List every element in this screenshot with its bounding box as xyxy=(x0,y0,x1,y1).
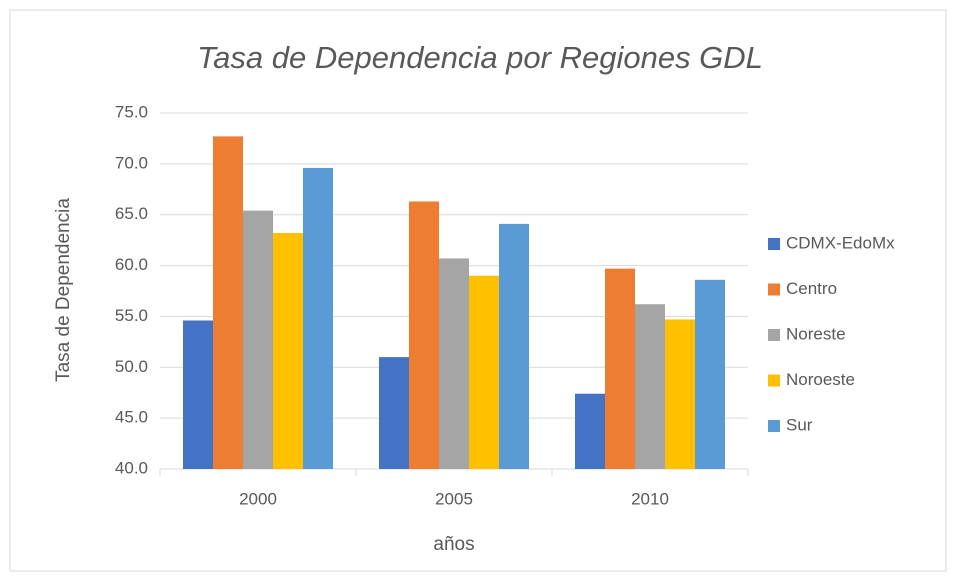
legend-label: Centro xyxy=(786,279,837,298)
bar xyxy=(605,268,635,469)
bar xyxy=(665,319,695,469)
legend-swatch xyxy=(768,374,780,387)
legend-swatch xyxy=(768,238,780,250)
legend-label: Noreste xyxy=(786,324,846,343)
bar xyxy=(243,210,273,469)
bar xyxy=(379,357,409,469)
y-tick-label: 50.0 xyxy=(115,357,148,376)
legend-label: Noroeste xyxy=(786,370,855,389)
bar xyxy=(303,167,333,469)
bar xyxy=(183,320,213,469)
x-tick-label: 2005 xyxy=(435,489,473,508)
bar xyxy=(575,393,605,469)
y-tick-label: 40.0 xyxy=(115,458,148,477)
y-tick-label: 75.0 xyxy=(115,102,148,121)
bar xyxy=(499,223,529,469)
legend-swatch xyxy=(768,329,780,341)
legend-swatch xyxy=(768,283,780,296)
bar xyxy=(439,258,469,469)
y-tick-label: 60.0 xyxy=(115,255,148,274)
chart-title: Tasa de Dependencia por Regiones GDL xyxy=(197,40,763,75)
y-axis-title: Tasa de Dependencia xyxy=(53,198,74,382)
bar xyxy=(469,275,499,469)
bar xyxy=(213,136,243,469)
y-tick-label: 70.0 xyxy=(115,153,148,172)
bar xyxy=(695,279,725,469)
bar xyxy=(635,304,665,469)
y-tick-label: 45.0 xyxy=(115,408,148,427)
x-tick-label: 2010 xyxy=(631,489,669,508)
x-tick-label: 2000 xyxy=(239,489,277,508)
bar xyxy=(273,233,303,469)
legend-label: Sur xyxy=(786,415,813,434)
legend-swatch xyxy=(768,420,780,432)
x-axis-title: años xyxy=(433,534,474,555)
y-tick-label: 55.0 xyxy=(115,306,148,325)
legend-label: CDMX-EdoMx xyxy=(786,233,895,252)
y-tick-label: 65.0 xyxy=(115,204,148,223)
bar xyxy=(409,201,439,469)
